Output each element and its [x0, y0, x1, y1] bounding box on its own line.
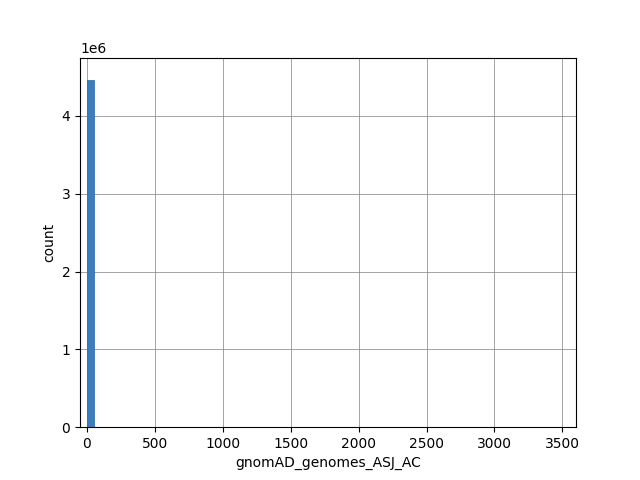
X-axis label: gnomAD_genomes_ASJ_AC: gnomAD_genomes_ASJ_AC	[235, 456, 421, 470]
Y-axis label: count: count	[42, 223, 56, 262]
Bar	[87, 80, 93, 427]
